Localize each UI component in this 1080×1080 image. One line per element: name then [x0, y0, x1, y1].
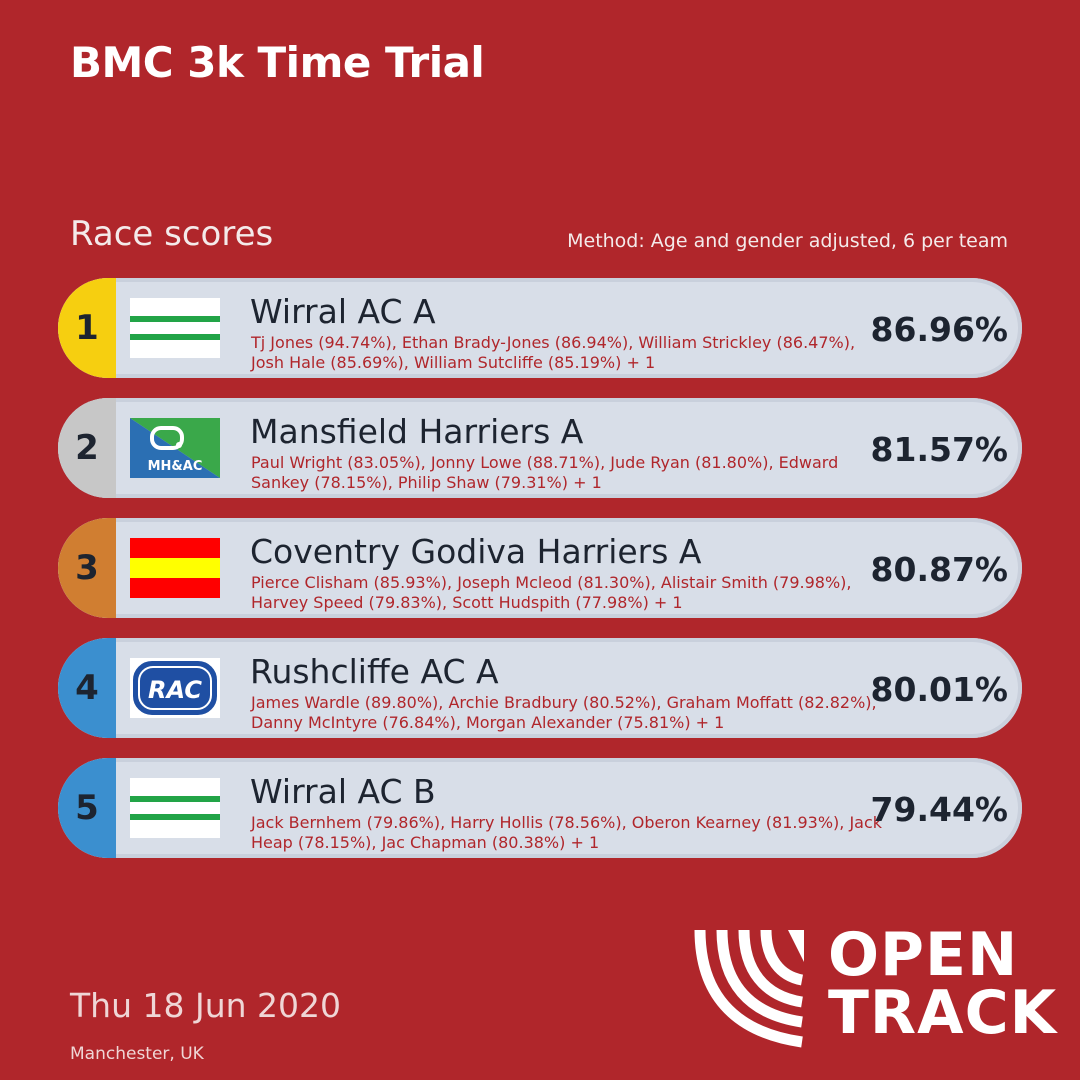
page-title: BMC 3k Time Trial: [70, 38, 485, 87]
rank-badge: 1: [58, 278, 116, 378]
team-members: Tj Jones (94.74%), Ethan Brady-Jones (86…: [251, 333, 856, 372]
team-score: 80.01%: [870, 670, 1008, 709]
event-location: Manchester, UK: [70, 1044, 204, 1064]
mansfield-logo-icon: MH&AC: [130, 418, 220, 478]
team-name: Rushcliffe AC A: [250, 652, 499, 691]
team-name: Coventry Godiva Harriers A: [250, 532, 702, 571]
rushcliffe-logo-text: RAC: [148, 676, 202, 704]
result-row-5[interactable]: 5 Wirral AC B Jack Bernhem (79.86%), Har…: [58, 758, 1022, 858]
wirral-flag-icon: [130, 298, 220, 358]
opentrack-wordmark: OPEN TRACK: [828, 920, 1058, 1048]
team-name: Mansfield Harriers A: [250, 412, 584, 451]
team-score: 79.44%: [870, 790, 1008, 829]
team-members: Pierce Clisham (85.93%), Joseph Mcleod (…: [251, 573, 852, 612]
team-score: 86.96%: [870, 310, 1008, 349]
team-name: Wirral AC A: [250, 292, 436, 331]
team-score: 80.87%: [870, 550, 1008, 589]
team-members: Jack Bernhem (79.86%), Harry Hollis (78.…: [251, 813, 883, 852]
logo-line-track: TRACK: [828, 978, 1058, 1048]
scoring-method: Method: Age and gender adjusted, 6 per t…: [567, 230, 1008, 252]
logo-line-open: OPEN: [828, 920, 1019, 990]
wirral-flag-icon: [130, 778, 220, 838]
result-row-2[interactable]: 2 MH&AC Mansfield Harriers A Paul Wright…: [58, 398, 1022, 498]
result-row-4[interactable]: 4 RAC Rushcliffe AC A James Wardle (89.8…: [58, 638, 1022, 738]
result-row-3[interactable]: 3 Coventry Godiva Harriers A Pierce Clis…: [58, 518, 1022, 618]
result-row-1[interactable]: 1 Wirral AC A Tj Jones (94.74%), Ethan B…: [58, 278, 1022, 378]
rushcliffe-logo-icon: RAC: [130, 658, 220, 718]
section-title: Race scores: [70, 214, 274, 254]
opentrack-logo-icon: [694, 929, 804, 1048]
team-score: 81.57%: [870, 430, 1008, 469]
rank-badge: 2: [58, 398, 116, 498]
mansfield-logo-text: MH&AC: [148, 459, 203, 474]
rank-badge: 5: [58, 758, 116, 858]
team-members: Paul Wright (83.05%), Jonny Lowe (88.71%…: [251, 453, 839, 492]
rank-badge: 3: [58, 518, 116, 618]
coventry-flag-icon: [130, 538, 220, 598]
rank-badge: 4: [58, 638, 116, 738]
team-name: Wirral AC B: [250, 772, 436, 811]
results-list: 1 Wirral AC A Tj Jones (94.74%), Ethan B…: [58, 278, 1022, 878]
team-members: James Wardle (89.80%), Archie Bradbury (…: [251, 693, 877, 732]
event-date: Thu 18 Jun 2020: [70, 986, 341, 1025]
